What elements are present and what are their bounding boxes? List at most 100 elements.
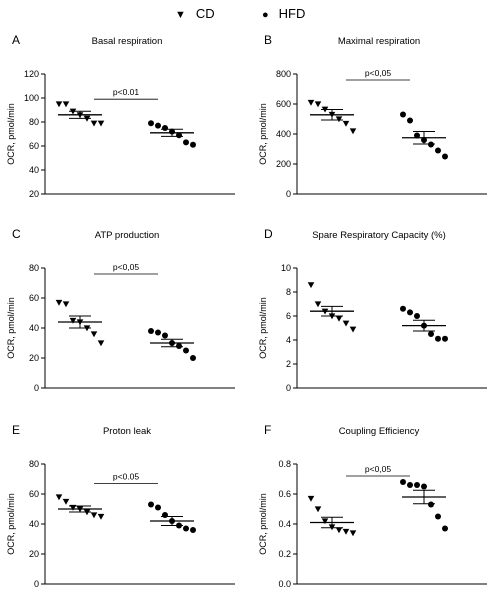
y-tick-label: 2 — [286, 359, 291, 369]
y-tick-label: 4 — [286, 335, 291, 345]
chart-title: Spare Respiratory Capacity (%) — [312, 230, 446, 241]
y-tick-label: 800 — [276, 69, 291, 79]
y-tick-label: 80 — [29, 263, 39, 273]
data-point-cd — [97, 120, 105, 127]
data-point-hfd — [414, 482, 420, 488]
data-point-cd — [314, 101, 322, 108]
chart-panel-a: A Basal respiration 20 40 60 80 100 120 OCR, pmo… — [6, 33, 235, 199]
data-point-hfd — [148, 328, 154, 334]
y-tick-label: 120 — [24, 69, 39, 79]
data-point-hfd — [162, 512, 168, 518]
data-point-cd — [349, 326, 357, 333]
y-axis-label: OCR, pmol/min — [258, 297, 268, 359]
data-point-hfd — [428, 331, 434, 337]
data-point-hfd — [162, 332, 168, 339]
y-tick-label: 0.0 — [278, 579, 291, 589]
chart-title: Basal respiration — [92, 36, 163, 47]
data-point-hfd — [442, 335, 448, 342]
panel-letter: C — [12, 227, 21, 241]
y-tick-label: 60 — [29, 141, 39, 151]
data-point-cd — [342, 320, 350, 327]
data-point-cd — [97, 340, 105, 347]
panel-letter: E — [12, 423, 20, 437]
y-tick-label: 20 — [29, 353, 39, 363]
data-point-cd — [55, 101, 63, 108]
y-tick-label: 60 — [29, 489, 39, 499]
y-tick-label: 0 — [34, 579, 39, 589]
chart-title: Coupling Efficiency — [339, 426, 420, 437]
chart-panel-f: F Coupling Efficiency 0.0 0.2 0.4 0.6 0.8 OCR, … — [258, 423, 487, 589]
data-point-cd — [335, 527, 343, 534]
data-point-hfd — [183, 525, 189, 532]
data-point-hfd — [400, 305, 406, 312]
data-point-hfd — [155, 504, 161, 511]
data-point-hfd — [435, 147, 441, 154]
y-tick-label: 6 — [286, 311, 291, 321]
data-point-cd — [314, 506, 322, 513]
data-point-hfd — [414, 313, 420, 319]
legend-item-hfd: ● HFD — [262, 6, 305, 21]
y-axis-label: OCR, pmol/min — [258, 103, 268, 165]
significance-label: p<0.05 — [113, 472, 140, 482]
y-tick-label: 80 — [29, 117, 39, 127]
significance-label: p<0,05 — [365, 68, 392, 78]
data-point-hfd — [190, 355, 196, 361]
data-point-cd — [55, 299, 63, 306]
chart-title: Maximal respiration — [338, 36, 420, 47]
y-tick-label: 20 — [29, 549, 39, 559]
y-axis-label: OCR, pmol/min — [6, 103, 16, 165]
data-point-hfd — [148, 501, 154, 508]
data-point-cd — [307, 495, 315, 502]
triangle-down-icon: ▼ — [175, 9, 186, 21]
data-point-cd — [342, 120, 350, 127]
data-point-hfd — [148, 120, 154, 127]
significance-label: p<0.01 — [113, 87, 140, 97]
y-tick-label: 0 — [286, 189, 291, 199]
data-point-hfd — [442, 153, 448, 160]
y-tick-label: 10 — [281, 263, 291, 273]
y-tick-label: 40 — [29, 519, 39, 529]
legend-item-cd: ▼ CD — [175, 6, 215, 21]
data-point-cd — [307, 282, 315, 289]
significance-label: p<0,05 — [113, 262, 140, 272]
y-tick-label: 200 — [276, 159, 291, 169]
data-point-cd — [69, 317, 77, 324]
y-tick-label: 20 — [29, 189, 39, 199]
significance-label: p<0,05 — [365, 464, 392, 474]
y-tick-label: 0.4 — [278, 519, 291, 529]
circle-icon: ● — [262, 9, 269, 21]
data-point-cd — [321, 518, 329, 525]
data-point-cd — [349, 530, 357, 537]
y-axis-label: OCR, pmol/min — [6, 297, 16, 359]
y-tick-label: 0.8 — [278, 459, 291, 469]
data-point-hfd — [183, 139, 189, 146]
data-point-hfd — [421, 483, 427, 490]
data-point-cd — [62, 301, 70, 308]
y-tick-label: 0 — [286, 383, 291, 393]
data-point-hfd — [400, 479, 406, 485]
y-tick-label: 0.6 — [278, 489, 291, 499]
data-point-cd — [342, 528, 350, 535]
data-point-hfd — [414, 132, 420, 139]
data-point-hfd — [190, 527, 196, 533]
panel-letter: F — [264, 423, 271, 437]
chart-panel-b: B Maximal respiration 0 200 400 600 800 OCR, pm… — [258, 33, 487, 199]
chart-panel-c: C ATP production 0 20 40 60 80 OCR, pmol/min p<0… — [6, 227, 235, 393]
chart-title: Proton leak — [103, 426, 151, 437]
data-point-cd — [55, 494, 63, 501]
y-tick-label: 400 — [276, 129, 291, 139]
panel-letter: B — [264, 33, 272, 47]
data-point-hfd — [435, 335, 441, 342]
data-point-hfd — [155, 122, 161, 129]
data-point-hfd — [407, 309, 413, 316]
chart-title: ATP production — [95, 230, 160, 241]
data-point-cd — [90, 120, 98, 127]
data-point-cd — [349, 128, 357, 135]
data-point-cd — [90, 512, 98, 519]
data-point-cd — [62, 498, 70, 505]
data-point-hfd — [190, 141, 196, 148]
y-tick-label: 40 — [29, 165, 39, 175]
data-point-cd — [97, 513, 105, 520]
y-tick-label: 0.2 — [278, 549, 291, 559]
y-tick-label: 8 — [286, 287, 291, 297]
